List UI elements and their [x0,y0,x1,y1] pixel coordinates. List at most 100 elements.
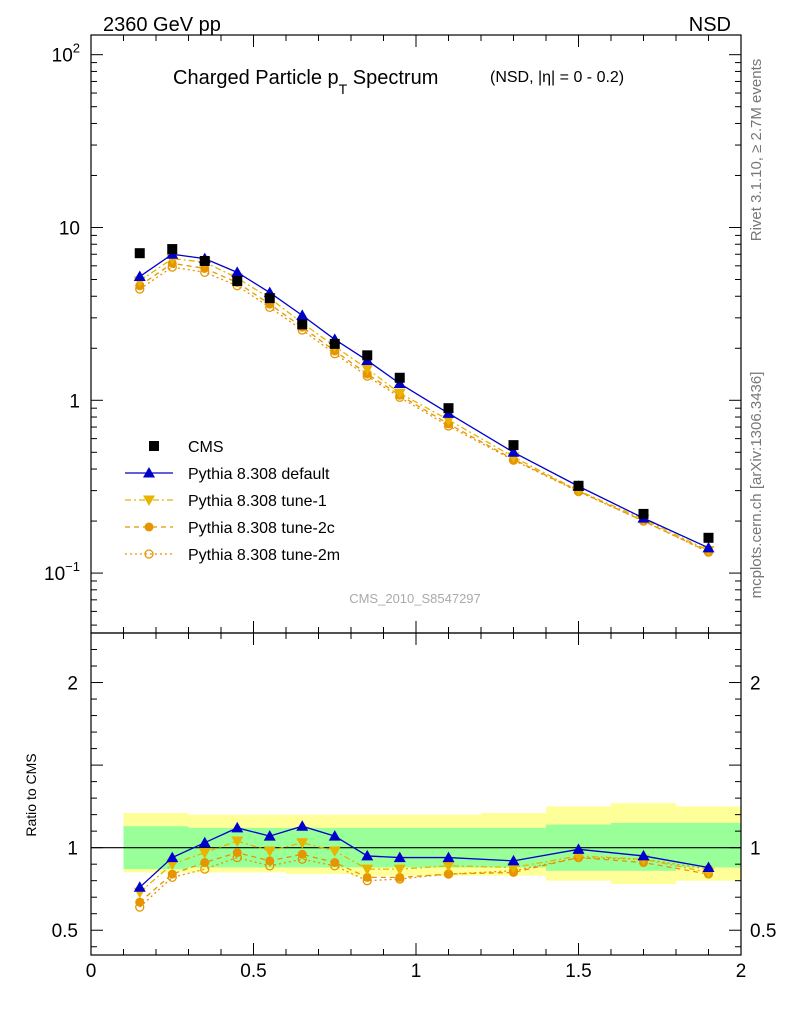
point-pythia-8-308-tune-1 [442,415,455,426]
data-point-cms [134,248,145,259]
ratio-point-pythia-8-308-default [231,821,244,833]
x-tick-label: 1 [411,961,422,982]
ratio-tick-label-right: 1 [750,839,761,860]
legend-label: Pythia 8.308 tune-2c [188,520,335,537]
data-point-cms [394,372,405,383]
ratio-point-pythia-8-308-tune-2c [395,872,405,882]
point-pythia-8-308-tune-2c [200,263,210,273]
ratio-point-pythia-8-308-default [507,854,520,866]
ratio-point-pythia-8-308-tune-1 [166,859,179,871]
ratio-point-pythia-8-308-tune-1 [361,864,374,876]
legend-label: Pythia 8.308 default [188,466,330,483]
point-pythia-8-308-default [296,309,309,320]
ratio-point-pythia-8-308-default [637,849,650,861]
legend-marker [144,522,154,532]
ratio-point-pythia-8-308-tune-1 [507,862,520,874]
point-pythia-8-308-tune-1 [361,364,374,375]
legend-marker [149,441,159,451]
ratio-point-pythia-8-308-tune-2c [265,856,275,866]
legend-label: CMS [188,439,224,456]
series-line-pythia-8-308-tune-2c [139,262,709,553]
point-pythia-8-308-default [231,266,244,277]
ratio-point-pythia-8-308-default [442,851,455,863]
point-pythia-8-308-default [507,446,520,457]
y-tick-label: 102 [52,41,80,67]
data-point-cms [167,244,178,255]
mcplots-label: mcplots.cern.ch [arXiv:1306.3436] [748,372,765,599]
ratio-point-pythia-8-308-tune-2c [200,858,210,868]
ratio-point-pythia-8-308-default [198,836,211,848]
ratio-point-pythia-8-308-default [393,851,406,863]
ratio-point-pythia-8-308-tune-2c [232,848,242,858]
legend-marker [143,495,155,506]
ratio-point-pythia-8-308-tune-2c [297,849,307,859]
ratio-point-pythia-8-308-tune-1 [231,836,244,848]
ratio-tick-label-left: 0.5 [52,921,78,942]
legend-label: Pythia 8.308 tune-1 [188,493,327,510]
data-point-cms [638,508,649,519]
rivet-label: Rivet 3.1.10, ≥ 2.7M events [748,59,765,242]
data-point-cms [573,480,584,491]
ratio-point-pythia-8-308-tune-1 [393,864,406,876]
energy-label: 2360 GeV pp [103,14,221,36]
x-tick-label: 2 [736,961,747,982]
watermark: CMS_2010_S8547297 [349,591,481,606]
y-tick-label: 10 [59,218,80,239]
data-point-cms [232,276,243,287]
ratio-point-pythia-8-308-default [702,861,715,872]
ratio-point-pythia-8-308-default [263,830,276,841]
x-tick-label: 0 [86,961,97,982]
ratio-point-pythia-8-308-tune-2c [167,869,177,879]
top-panel-frame [90,34,742,634]
ratio-line-pythia-8-308-tune-1 [139,840,709,893]
y-tick-label: 1 [69,391,80,412]
ratio-point-pythia-8-308-tune-1 [198,848,211,859]
ratio-point-pythia-8-308-tune-1 [296,838,309,849]
series-line-pythia-8-308-tune-2m [139,266,709,553]
ratio-tick-label-right: 2 [750,674,761,695]
legend-label: Pythia 8.308 tune-2m [188,547,340,564]
ratio-axis-label: Ratio to CMS [23,753,39,836]
ratio-point-pythia-8-308-tune-2c [444,869,453,879]
ratio-point-pythia-8-308-tune-1 [572,851,585,862]
ratio-line-pythia-8-308-tune-2c [139,851,709,903]
ratio-point-pythia-8-308-tune-2c [135,897,145,907]
ratio-point-pythia-8-308-tune-1 [263,846,276,857]
series-line-pythia-8-308-tune-1 [139,257,709,552]
ratio-point-pythia-8-308-tune-1 [328,846,341,857]
ratio-point-pythia-8-308-default [361,849,374,861]
x-tick-label: 0.5 [240,961,266,982]
y-tick-label: 10−1 [44,559,80,585]
data-point-cms [703,532,714,543]
legend-marker [144,549,154,559]
chart-cut-label: (NSD, |η| = 0 - 0.2) [490,69,624,86]
chart-title: Charged Particle pT Spectrum [173,67,438,97]
bottom-panel-frame [90,632,742,956]
series-line-pythia-8-308-default [139,253,709,549]
point-pythia-8-308-tune-1 [393,388,406,400]
point-pythia-8-308-default [393,377,406,389]
ratio-point-pythia-8-308-tune-1 [442,861,455,872]
ratio-tick-label-left: 2 [67,674,78,695]
band-inner [676,822,741,868]
data-point-cms [508,440,519,451]
point-pythia-8-308-default [133,270,146,282]
ratio-line-pythia-8-308-default [139,825,709,888]
ratio-point-pythia-8-308-tune-2c [330,858,340,868]
ratio-tick-label-right: 0.5 [750,921,776,942]
ratio-point-pythia-8-308-default [133,881,146,892]
data-point-cms [443,403,454,414]
process-label: NSD [689,14,731,36]
ratio-tick-label-left: 1 [67,839,78,860]
ratio-point-pythia-8-308-tune-2c [362,872,372,882]
data-point-cms [362,350,373,361]
x-tick-label: 1.5 [565,961,591,982]
point-pythia-8-308-default [702,541,715,553]
data-point-cms [264,293,275,304]
legend-marker [143,467,155,478]
data-point-cms [297,319,308,330]
ratio-point-pythia-8-308-default [572,843,585,854]
data-point-cms [329,338,340,349]
data-point-cms [199,255,210,266]
